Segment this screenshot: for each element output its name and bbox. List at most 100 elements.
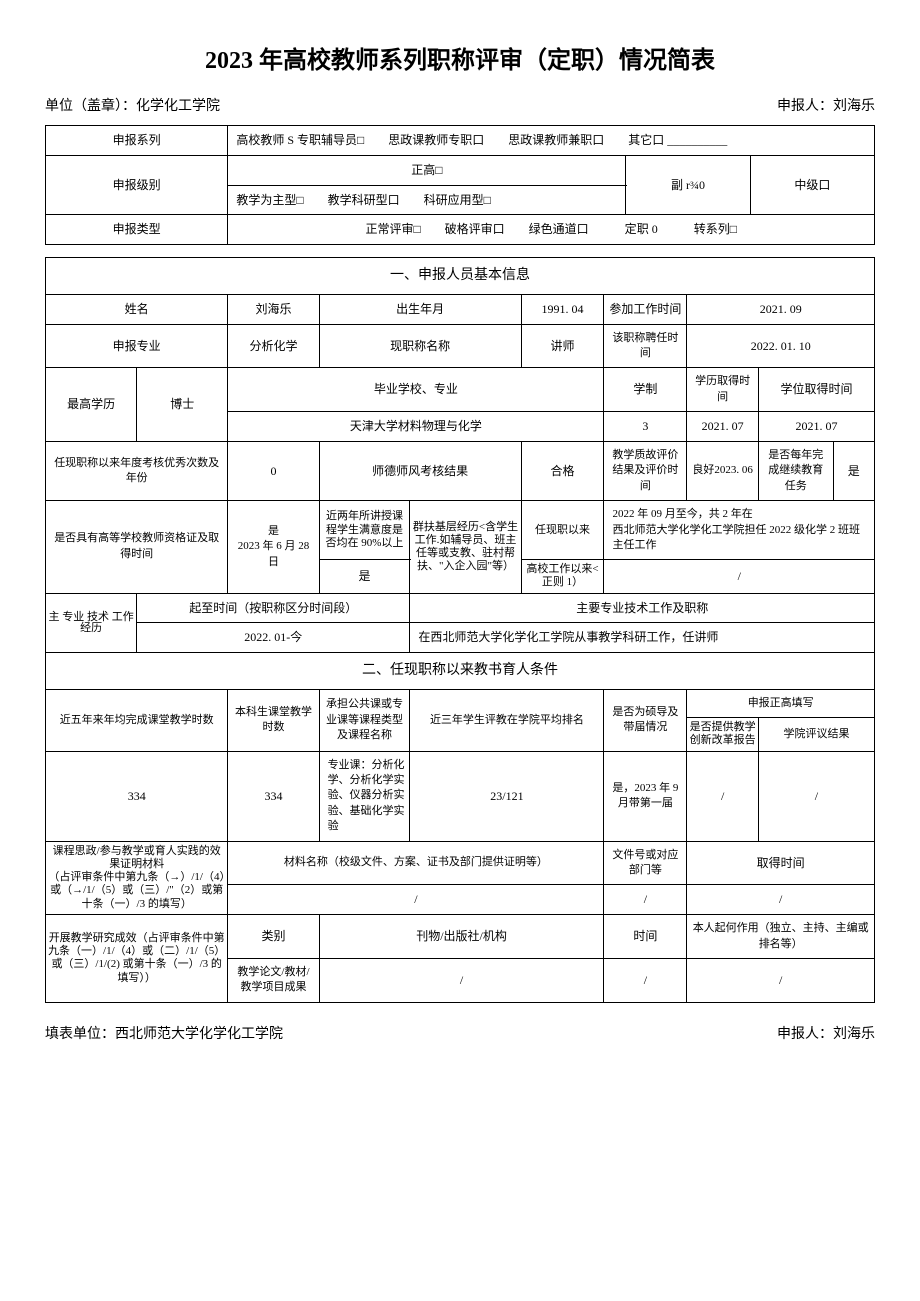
material-l: 材料名称（校级文件、方案、证书及部门提供证明等） (228, 841, 604, 885)
degtime-l: 学历取得时间 (687, 368, 759, 412)
course-v: 专业课：分析化学、分析化学实验、仪器分析实验、基础化学实验 (319, 751, 410, 841)
footer-applicant: 申报人：刘海乐 (777, 1023, 875, 1043)
avg-v: 334 (46, 751, 228, 841)
footer-line: 填表单位：西北师范大学化学化工学院 申报人：刘海乐 (45, 1023, 875, 1043)
zg-header: 申报正高填写 (687, 689, 875, 717)
history-l: 主 专业 技术 工作 经历 (46, 593, 137, 653)
series-label: 申报系列 (46, 126, 228, 156)
birth-l: 出生年月 (319, 294, 521, 324)
ethics-v: 合格 (521, 441, 604, 500)
worktime-l: 参加工作时间 (604, 294, 687, 324)
apptype-label: 申报类型 (46, 215, 228, 245)
quality-l: 教学质故评价结果及评价时间 (604, 441, 687, 500)
major-l: 申报专业 (46, 324, 228, 368)
grassroots-l: 群扶基层经历<含学生工作.如辅导员、班主任等或支教、驻村帮扶、"入企入园"等） (410, 501, 521, 594)
fileno-v: / (604, 885, 687, 915)
continue-l: 是否每年完成继续教育任务 (758, 441, 833, 500)
edu-v: 博士 (137, 368, 228, 442)
satisfy-v: 是 (319, 560, 410, 593)
course-l: 承担公共课或专业课等课程类型及课程名称 (319, 689, 410, 751)
edu-l: 最高学历 (46, 368, 137, 442)
time-l: 时间 (604, 915, 687, 959)
system-l: 学制 (604, 368, 687, 412)
cert-v: 是 2023 年 6 月 28 日 (228, 501, 319, 594)
applicant-label: 申报人： (777, 99, 833, 114)
footer-applicant-value: 刘海乐 (833, 1027, 875, 1042)
result-v: / (758, 751, 874, 841)
univ-v: / (604, 560, 875, 593)
history-c1: 起至时间（按职称区分时间段） (137, 593, 410, 623)
footer-applicant-label: 申报人： (777, 1027, 833, 1042)
apptype-value: 正常评审□ 破格评审口 绿色通道口 定职 0 转系列□ (228, 215, 875, 245)
rank-v: 23/121 (410, 751, 604, 841)
sixiao-l: 课程思政/参与教学或育人实践的效果证明材料 （占评审条件中第九条（→）/1/（4… (46, 841, 228, 915)
cert-l: 是否具有高等学校教师资格证及取得时间 (46, 501, 228, 594)
curtitle-l: 现职称名称 (319, 324, 521, 368)
since-l: 任现职以来 (521, 501, 604, 560)
history-v2: 在西北师范大学化学化工学院从事教学科研工作，任讲师 (410, 623, 875, 653)
gradschool-v: 天津大学材料物理与化学 (228, 412, 604, 442)
fileno-l: 文件号或对应部门等 (604, 841, 687, 885)
time-v: / (604, 958, 687, 1002)
category-v: 教学论文/教材/教学项目成果 (228, 958, 319, 1002)
ugrad-v: 334 (228, 751, 319, 841)
result-l: 学院评议结果 (758, 718, 874, 751)
curtitle-v: 讲师 (521, 324, 604, 368)
avg-l: 近五年来年均完成课堂教学时数 (46, 689, 228, 751)
unit-label: 单位（盖章）： (45, 99, 136, 114)
satisfy-l: 近两年所讲授课程学生满意度是否均在 90%以上 (319, 501, 410, 560)
master-l: 是否为硕导及带届情况 (604, 689, 687, 751)
gettime-l: 取得时间 (687, 841, 875, 885)
history-c2: 主要专业技术工作及职称 (410, 593, 875, 623)
univ-l: 高校工作以来<正则 1） (521, 560, 604, 593)
quality-v: 良好2023. 06 (687, 441, 759, 500)
footer-unit-value: 西北师范大学化学化工学院 (115, 1027, 283, 1042)
gettime-v: / (687, 885, 875, 915)
system-v: 3 (604, 412, 687, 442)
name-v: 刘海乐 (228, 294, 319, 324)
application-type-table: 申报系列 高校教师 S 专职辅导员□ 思政课教师专职口 思政课教师兼职口 其它口… (45, 125, 875, 245)
degtime-v: 2021. 07 (687, 412, 759, 442)
publisher-v: / (319, 958, 604, 1002)
master-v: 是，2023 年 9 月带第一届 (604, 751, 687, 841)
level-label: 申报级别 (46, 155, 228, 215)
level-senior: 正高□ (228, 155, 626, 185)
hiretime-v: 2022. 01. 10 (687, 324, 875, 368)
section2-title: 二、任现职称以来教书育人条件 (46, 653, 875, 690)
section1-title: 一、申报人员基本信息 (46, 258, 875, 295)
applicant-value: 刘海乐 (833, 99, 875, 114)
unit-value: 化学化工学院 (136, 99, 220, 114)
degtime2-l: 学位取得时间 (758, 368, 874, 412)
ugrad-l: 本科生课堂教学时数 (228, 689, 319, 751)
level-assoc: 副 r¾0 (626, 155, 750, 215)
degtime2-v: 2021. 07 (758, 412, 874, 442)
series-value: 高校教师 S 专职辅导员□ 思政课教师专职口 思政课教师兼职口 其它口 ____… (228, 126, 875, 156)
applicant-field: 申报人：刘海乐 (777, 95, 875, 115)
level-subtype: 教学为主型□ 教学科研型口 科研应用型□ (228, 185, 626, 215)
rank-l: 近三年学生评教在学院平均排名 (410, 689, 604, 751)
category-l: 类别 (228, 915, 319, 959)
major-v: 分析化学 (228, 324, 319, 368)
report-l: 是否提供教学创新改革报告 (687, 718, 759, 751)
main-info-table: 一、申报人员基本信息 姓名 刘海乐 出生年月 1991. 04 参加工作时间 2… (45, 257, 875, 1003)
publisher-l: 刊物/出版社/机构 (319, 915, 604, 959)
research-l: 开展教学研究成效（占评审条件中第九条（一）/1/（4）或（二）/1/（5）或（三… (46, 915, 228, 1003)
gradschool-l: 毕业学校、专业 (228, 368, 604, 412)
excellent-v: 0 (228, 441, 319, 500)
hiretime-l: 该职称聘任时间 (604, 324, 687, 368)
excellent-l: 任现职称以来年度考核优秀次数及年份 (46, 441, 228, 500)
history-v1: 2022. 01-今 (137, 623, 410, 653)
role-v: / (687, 958, 875, 1002)
level-mid: 中级口 (750, 155, 874, 215)
unit-field: 单位（盖章）：化学化工学院 (45, 95, 220, 115)
role-l: 本人起何作用（独立、主持、主编或排名等） (687, 915, 875, 959)
ethics-l: 师德师风考核结果 (319, 441, 521, 500)
footer-unit: 填表单位：西北师范大学化学化工学院 (45, 1023, 283, 1043)
birth-v: 1991. 04 (521, 294, 604, 324)
material-v: / (228, 885, 604, 915)
footer-unit-label: 填表单位： (45, 1027, 115, 1042)
continue-v: 是 (833, 441, 874, 500)
header-line: 单位（盖章）：化学化工学院 申报人：刘海乐 (45, 95, 875, 115)
since-v: 2022 年 09 月至今，共 2 年在 西北师范大学化学化工学院担任 2022… (604, 501, 875, 560)
report-v: / (687, 751, 759, 841)
